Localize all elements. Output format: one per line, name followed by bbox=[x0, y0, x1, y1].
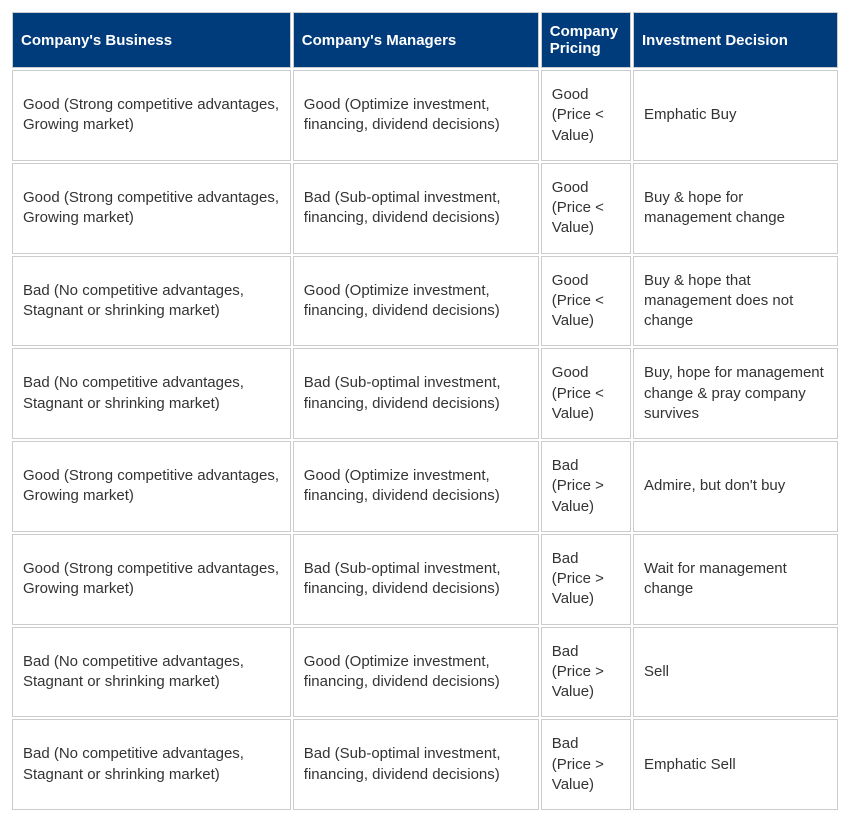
cell-decision: Admire, but don't buy bbox=[633, 441, 838, 532]
col-header-pricing: Company Pricing bbox=[541, 12, 631, 68]
cell-managers: Good (Optimize investment, financing, di… bbox=[293, 256, 539, 347]
cell-pricing: Good (Price < Value) bbox=[541, 163, 631, 254]
col-header-managers: Company's Managers bbox=[293, 12, 539, 68]
cell-business: Good (Strong competitive advantages, Gro… bbox=[12, 70, 291, 161]
table-row: Bad (No competitive advantages, Stagnant… bbox=[12, 348, 838, 439]
cell-decision: Emphatic Sell bbox=[633, 719, 838, 810]
col-header-business: Company's Business bbox=[12, 12, 291, 68]
cell-business: Bad (No competitive advantages, Stagnant… bbox=[12, 348, 291, 439]
cell-managers: Bad (Sub-optimal investment, financing, … bbox=[293, 534, 539, 625]
table-row: Good (Strong competitive advantages, Gro… bbox=[12, 441, 838, 532]
cell-decision: Buy & hope for management change bbox=[633, 163, 838, 254]
cell-decision: Emphatic Buy bbox=[633, 70, 838, 161]
table-row: Bad (No competitive advantages, Stagnant… bbox=[12, 627, 838, 718]
cell-pricing: Good (Price < Value) bbox=[541, 70, 631, 161]
investment-decision-table: Company's Business Company's Managers Co… bbox=[10, 10, 840, 812]
cell-decision: Sell bbox=[633, 627, 838, 718]
cell-managers: Bad (Sub-optimal investment, financing, … bbox=[293, 163, 539, 254]
cell-decision: Buy, hope for management change & pray c… bbox=[633, 348, 838, 439]
table-row: Good (Strong competitive advantages, Gro… bbox=[12, 534, 838, 625]
cell-business: Good (Strong competitive advantages, Gro… bbox=[12, 163, 291, 254]
table-row: Bad (No competitive advantages, Stagnant… bbox=[12, 256, 838, 347]
cell-pricing: Bad (Price > Value) bbox=[541, 441, 631, 532]
cell-business: Bad (No competitive advantages, Stagnant… bbox=[12, 719, 291, 810]
cell-managers: Good (Optimize investment, financing, di… bbox=[293, 627, 539, 718]
cell-managers: Bad (Sub-optimal investment, financing, … bbox=[293, 348, 539, 439]
table-row: Good (Strong competitive advantages, Gro… bbox=[12, 163, 838, 254]
cell-pricing: Bad (Price > Value) bbox=[541, 719, 631, 810]
cell-business: Good (Strong competitive advantages, Gro… bbox=[12, 534, 291, 625]
cell-decision: Buy & hope that management does not chan… bbox=[633, 256, 838, 347]
cell-decision: Wait for management change bbox=[633, 534, 838, 625]
table-row: Bad (No competitive advantages, Stagnant… bbox=[12, 719, 838, 810]
cell-pricing: Good (Price < Value) bbox=[541, 256, 631, 347]
cell-business: Bad (No competitive advantages, Stagnant… bbox=[12, 627, 291, 718]
cell-business: Good (Strong competitive advantages, Gro… bbox=[12, 441, 291, 532]
cell-pricing: Bad (Price > Value) bbox=[541, 534, 631, 625]
table-row: Good (Strong competitive advantages, Gro… bbox=[12, 70, 838, 161]
cell-business: Bad (No competitive advantages, Stagnant… bbox=[12, 256, 291, 347]
cell-pricing: Bad (Price > Value) bbox=[541, 627, 631, 718]
table-header-row: Company's Business Company's Managers Co… bbox=[12, 12, 838, 68]
cell-pricing: Good (Price < Value) bbox=[541, 348, 631, 439]
cell-managers: Bad (Sub-optimal investment, financing, … bbox=[293, 719, 539, 810]
cell-managers: Good (Optimize investment, financing, di… bbox=[293, 70, 539, 161]
col-header-decision: Investment Decision bbox=[633, 12, 838, 68]
cell-managers: Good (Optimize investment, financing, di… bbox=[293, 441, 539, 532]
